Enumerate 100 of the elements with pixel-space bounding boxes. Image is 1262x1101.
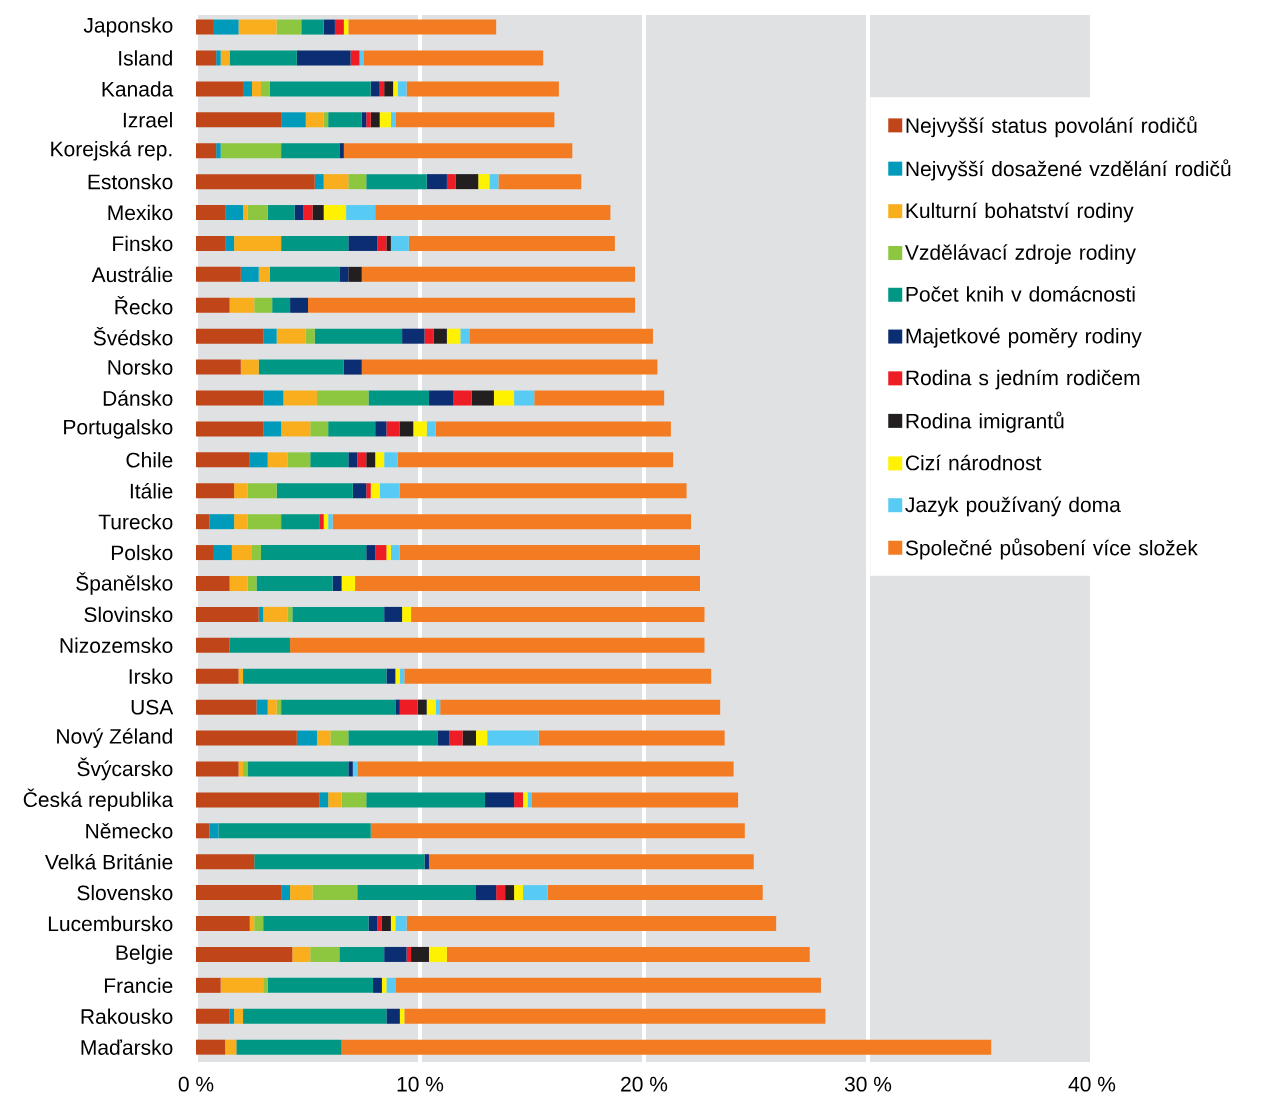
bar — [234, 514, 248, 530]
bar — [290, 885, 313, 901]
bar — [399, 421, 414, 437]
bar — [408, 235, 615, 251]
bar — [196, 977, 221, 993]
bar — [460, 328, 470, 344]
bar — [339, 946, 385, 962]
bar — [375, 421, 387, 437]
bar — [323, 174, 349, 190]
bar — [258, 266, 270, 282]
bar — [384, 81, 394, 97]
bar — [287, 452, 311, 468]
bar — [256, 575, 333, 591]
x-tick-label: 10 % — [397, 1076, 444, 1092]
bar — [305, 328, 315, 344]
bar — [390, 545, 400, 561]
bar — [281, 885, 291, 901]
bar — [364, 50, 544, 66]
bar — [196, 668, 239, 684]
bar — [424, 854, 429, 870]
bar — [538, 730, 725, 746]
bar — [312, 205, 324, 221]
bar — [435, 421, 671, 437]
bar — [523, 885, 548, 901]
bar — [323, 514, 329, 530]
y-tick-label: Slovinsko — [84, 606, 173, 623]
bar — [341, 1039, 992, 1055]
bar — [377, 916, 382, 932]
bar — [406, 81, 559, 97]
bar — [238, 668, 244, 684]
bar — [334, 19, 344, 35]
y-tick-label: Švédsko — [93, 326, 173, 346]
bar — [379, 112, 391, 128]
bar — [247, 761, 349, 777]
bar — [339, 143, 344, 159]
bar — [428, 854, 754, 870]
legend-label: Kulturní bohatství rodiny — [906, 202, 1134, 223]
bar — [328, 514, 333, 530]
y-tick-label: Česká republika — [23, 788, 174, 812]
bar — [254, 854, 425, 870]
bar — [283, 390, 317, 406]
bar — [229, 50, 297, 66]
bar — [296, 50, 351, 66]
bar — [310, 946, 340, 962]
bar — [352, 761, 358, 777]
bar — [267, 452, 288, 468]
bar — [359, 50, 364, 66]
bar — [216, 50, 221, 66]
bar — [196, 483, 235, 499]
bar — [247, 514, 282, 530]
bar — [196, 606, 259, 622]
bar — [281, 235, 349, 251]
bar — [471, 390, 494, 406]
bar — [290, 637, 705, 653]
bar — [323, 19, 335, 35]
bar — [395, 916, 407, 932]
bar — [281, 421, 311, 437]
bar — [196, 359, 241, 375]
bar — [514, 792, 524, 808]
bar — [370, 112, 380, 128]
bar — [314, 328, 403, 344]
bar — [366, 792, 485, 808]
bar — [216, 143, 221, 159]
bar — [213, 19, 239, 35]
y-tick-label: Španělsko — [76, 572, 173, 595]
bar — [393, 81, 398, 97]
bar — [229, 575, 248, 591]
bar — [417, 699, 427, 715]
bar — [361, 112, 367, 128]
bar — [390, 916, 396, 932]
bar — [348, 235, 378, 251]
bar — [252, 81, 261, 97]
bar — [196, 699, 257, 715]
bar — [368, 916, 378, 932]
bar — [247, 483, 277, 499]
bar — [411, 946, 429, 962]
x-tick-label: 0 % — [178, 1076, 214, 1092]
bar — [247, 575, 257, 591]
bar — [319, 514, 324, 530]
bar — [267, 699, 277, 715]
bar — [209, 514, 235, 530]
legend-label: Počet knih v domácnosti — [906, 286, 1135, 302]
bar — [375, 452, 385, 468]
bar — [196, 452, 250, 468]
bar — [310, 452, 349, 468]
bar — [240, 359, 259, 375]
bar — [308, 297, 636, 313]
bar — [366, 483, 371, 499]
legend-label: Společné působení více složek — [905, 538, 1198, 560]
bar — [220, 977, 264, 993]
bar — [301, 19, 324, 35]
bar — [234, 483, 248, 499]
bar — [428, 390, 454, 406]
bar — [323, 205, 347, 221]
bar — [514, 885, 524, 901]
bar — [348, 761, 353, 777]
bar — [276, 699, 282, 715]
bar — [375, 545, 387, 561]
bar — [437, 730, 450, 746]
bar — [332, 575, 342, 591]
